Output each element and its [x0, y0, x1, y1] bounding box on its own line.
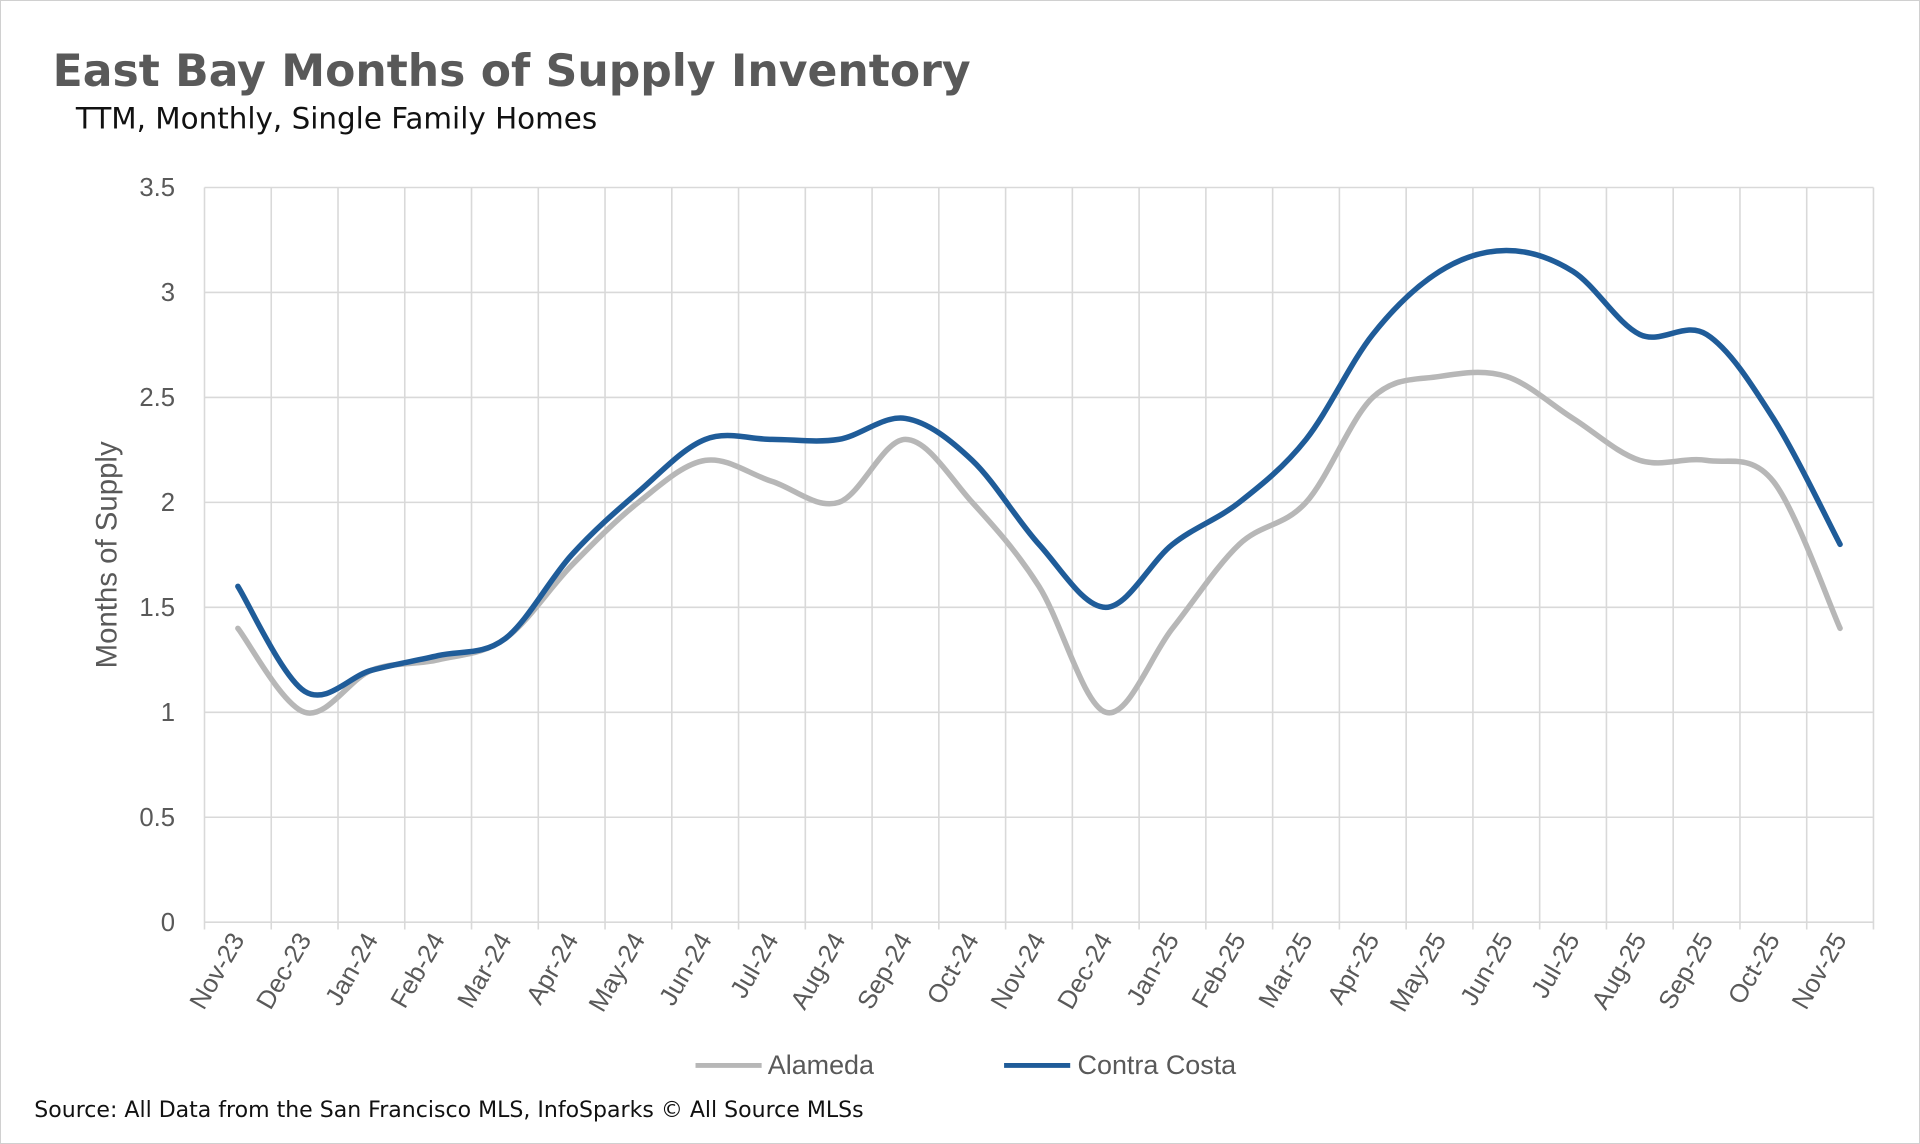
y-tick-label: 3: [161, 279, 175, 307]
y-tick-label: 2: [161, 489, 175, 517]
y-tick-label: 1: [161, 699, 175, 727]
x-tick-label: Jul-25: [1526, 928, 1585, 1003]
x-tick-label: May-25: [1385, 928, 1452, 1016]
y-tick-label: 2.5: [139, 384, 175, 412]
y-tick-label: 3.5: [139, 174, 175, 202]
series-lines: [235, 247, 1843, 716]
y-tick-label: 1.5: [139, 594, 175, 622]
y-axis-label: Months of Supply: [90, 441, 123, 668]
x-tick-label: Jun-24: [654, 928, 718, 1010]
x-tick-label: Oct-24: [922, 928, 985, 1009]
x-tick-label: May-24: [584, 928, 651, 1016]
x-tick-label: Dec-23: [251, 928, 317, 1014]
source-note: Source: All Data from the San Francisco …: [34, 1098, 863, 1123]
legend-label-contra-costa: Contra Costa: [1078, 1050, 1237, 1080]
series-line-contra-costa: [235, 247, 1843, 698]
x-tick-label: Nov-23: [185, 928, 251, 1014]
x-tick-label: Jan-25: [1121, 928, 1185, 1010]
x-tick-label: Dec-24: [1053, 928, 1119, 1014]
x-tick-label: Feb-24: [386, 928, 451, 1013]
x-tick-label: Jan-24: [320, 928, 384, 1010]
x-tick-label: Jun-25: [1455, 928, 1519, 1010]
x-tick-label: Nov-25: [1787, 928, 1853, 1014]
x-tick-label: Sep-24: [852, 928, 918, 1014]
x-tick-label: Jul-24: [725, 928, 784, 1003]
y-tick-label: 0.5: [139, 804, 175, 832]
x-axis-ticks: Nov-23 Dec-23 Jan-24 Feb-24 Mar-24 Apr-24 May-…: [185, 928, 1853, 1016]
x-tick-label: Nov-24: [986, 928, 1052, 1014]
chart-subtitle: TTM, Monthly, Single Family Homes: [75, 102, 597, 136]
x-tick-label: Oct-25: [1723, 928, 1786, 1009]
y-axis-ticks: 0 0.5 1 1.5 2 2.5 3 3.5: [139, 174, 175, 937]
x-tick-label: Apr-25: [1322, 928, 1385, 1009]
x-tick-label: Mar-25: [1254, 928, 1319, 1013]
legend: Alameda Contra Costa: [695, 1050, 1237, 1080]
x-tick-label: Aug-24: [786, 928, 852, 1014]
legend-label-alameda: Alameda: [768, 1050, 874, 1080]
gridlines: [203, 186, 1875, 930]
x-tick-label: Feb-25: [1187, 928, 1252, 1013]
x-tick-label: Mar-24: [452, 928, 517, 1013]
x-tick-label: Sep-25: [1653, 928, 1719, 1014]
x-tick-label: Apr-24: [521, 928, 584, 1009]
x-tick-label: Aug-25: [1587, 928, 1653, 1014]
chart-title: East Bay Months of Supply Inventory: [53, 46, 971, 97]
y-tick-label: 0: [161, 909, 175, 937]
